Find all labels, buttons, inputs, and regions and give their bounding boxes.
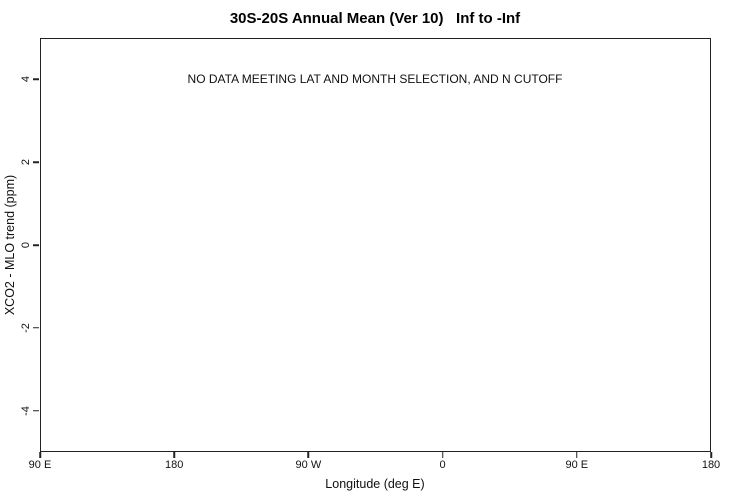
x-tick-mark [307, 452, 310, 458]
y-tick-mark [33, 327, 39, 329]
y-tick-label: -2 [20, 322, 32, 333]
x-tick-label: 180 [165, 459, 184, 471]
y-tick-mark [33, 161, 39, 163]
plot-area [40, 38, 711, 452]
x-tick-mark [710, 452, 712, 458]
x-tick-mark [576, 452, 578, 458]
x-tick-mark [39, 452, 41, 458]
no-data-message: NO DATA MEETING LAT AND MONTH SELECTION,… [187, 72, 563, 86]
y-axis-label: XCO2 - MLO trend (ppm) [3, 174, 17, 316]
x-axis-label: Longitude (deg E) [325, 477, 425, 491]
x-tick-label: 90 E [565, 459, 589, 471]
x-tick-label: 90 W [295, 459, 322, 471]
y-tick-mark [33, 78, 39, 81]
x-tick-label: 180 [701, 459, 721, 471]
x-tick-mark [173, 452, 175, 458]
x-tick-label: 90 E [28, 459, 52, 471]
y-tick-mark [33, 409, 39, 412]
y-tick-label: -4 [20, 405, 32, 416]
x-tick-mark [441, 452, 444, 458]
y-tick-label: 2 [20, 159, 32, 166]
x-tick-label: 0 [439, 459, 446, 471]
chart-title: 30S-20S Annual Mean (Ver 10) Inf to -Inf [229, 10, 521, 27]
y-tick-mark [33, 244, 39, 246]
y-tick-label: 4 [20, 76, 32, 83]
y-tick-label: 0 [20, 241, 32, 249]
